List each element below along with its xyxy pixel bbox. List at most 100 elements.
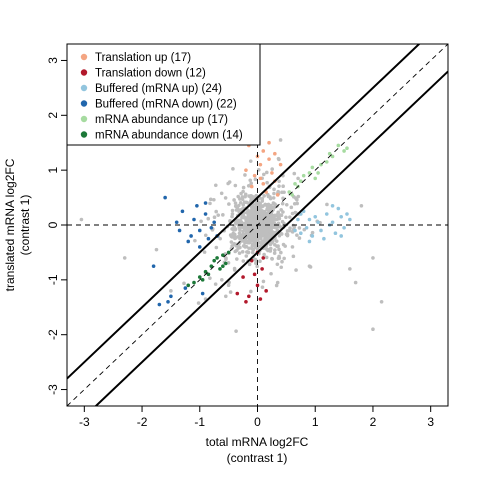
data-point-background <box>237 209 241 214</box>
data-point-background <box>267 220 272 225</box>
data-point-background <box>232 198 236 202</box>
data-point-background <box>260 196 265 201</box>
data-point-series-5 <box>200 278 205 282</box>
data-point-series-1 <box>241 275 245 279</box>
data-point-series-2 <box>348 217 352 222</box>
data-point-series-1 <box>255 283 260 288</box>
data-point-background <box>277 256 282 260</box>
data-point-background <box>245 225 250 229</box>
data-point-series-3 <box>209 225 214 230</box>
data-point-series-4 <box>287 190 292 194</box>
data-point-background <box>265 170 269 175</box>
data-point-background <box>249 239 253 243</box>
data-point-background <box>238 200 243 205</box>
data-point-series-1 <box>244 299 248 304</box>
data-point-background <box>230 208 235 213</box>
data-point-series-4 <box>342 149 346 153</box>
data-point-background <box>284 202 289 207</box>
data-point-series-2 <box>307 239 312 244</box>
data-point-background <box>193 238 197 243</box>
data-point-background <box>258 216 262 221</box>
data-point-background <box>262 252 266 257</box>
data-point-background <box>261 279 266 284</box>
data-point-background <box>226 181 230 186</box>
data-point-background <box>249 211 253 215</box>
data-point-background <box>277 179 281 184</box>
data-point-background <box>271 196 276 200</box>
data-point-background <box>154 247 159 252</box>
data-point-series-3 <box>197 228 202 233</box>
data-point-background <box>242 221 247 226</box>
data-point-background <box>253 238 258 242</box>
data-point-background <box>229 240 234 244</box>
data-point-background <box>297 226 302 230</box>
data-point-background <box>310 230 315 235</box>
data-point-series-2 <box>342 225 346 230</box>
data-point-series-3 <box>177 228 182 233</box>
data-point-background <box>79 217 84 222</box>
data-point-series-5 <box>192 280 196 285</box>
x-tick-label: 2 <box>370 415 377 429</box>
x-tick-label: -2 <box>137 415 148 429</box>
data-point-series-5 <box>212 258 216 263</box>
data-point-background <box>220 278 224 282</box>
data-point-background <box>223 196 228 200</box>
data-point-series-2 <box>336 206 341 211</box>
data-point-series-3 <box>174 220 179 225</box>
data-point-series-0 <box>267 140 271 145</box>
data-point-series-4 <box>324 160 329 164</box>
data-point-background <box>266 213 271 218</box>
data-point-background <box>232 232 237 237</box>
data-point-background <box>280 259 284 264</box>
data-point-background <box>230 214 234 219</box>
data-point-background <box>273 248 277 252</box>
data-point-background <box>182 281 186 286</box>
data-point-background <box>282 256 286 261</box>
data-point-background <box>262 194 266 198</box>
data-point-background <box>224 294 228 299</box>
data-point-background <box>250 233 254 238</box>
points-layer <box>79 121 384 333</box>
data-point-series-3 <box>169 294 173 299</box>
data-point-series-0 <box>275 193 280 197</box>
data-point-background <box>353 280 358 285</box>
data-point-background <box>262 172 266 177</box>
data-point-background <box>266 226 271 230</box>
y-tick-label: 1 <box>46 166 60 173</box>
data-point-background <box>232 266 237 271</box>
data-point-background <box>237 226 242 231</box>
data-point-series-0 <box>258 176 263 181</box>
x-tick-label: -1 <box>194 415 205 429</box>
data-point-series-2 <box>324 212 329 216</box>
data-point-background <box>260 285 265 289</box>
legend-label: Buffered (mRNA down) (22) <box>95 99 237 111</box>
data-point-background <box>243 173 247 177</box>
data-point-series-5 <box>203 269 208 274</box>
data-point-background <box>243 227 248 232</box>
data-point-background <box>246 240 250 245</box>
data-point-series-5 <box>218 267 222 271</box>
data-point-background <box>295 233 299 237</box>
data-point-background <box>275 262 280 267</box>
data-point-background <box>278 138 283 142</box>
x-axis-title-line1: total mRNA log2FC <box>206 435 309 449</box>
data-point-background <box>250 221 254 226</box>
data-point-background <box>254 261 258 266</box>
data-point-background <box>226 283 231 288</box>
data-point-background <box>237 251 242 255</box>
data-point-background <box>232 242 237 246</box>
data-point-series-3 <box>197 245 202 249</box>
data-point-series-5 <box>209 264 214 268</box>
data-point-background <box>241 259 246 263</box>
data-point-background <box>233 183 238 188</box>
x-tick-label: 3 <box>427 415 434 429</box>
data-point-series-3 <box>186 239 191 244</box>
data-point-background <box>274 283 279 288</box>
data-point-series-2 <box>307 217 312 222</box>
data-point-series-0 <box>270 171 274 175</box>
data-point-background <box>276 210 281 215</box>
data-point-background <box>371 256 375 260</box>
data-point-background <box>281 196 285 201</box>
data-point-background <box>229 246 234 251</box>
data-point-background <box>227 202 231 206</box>
